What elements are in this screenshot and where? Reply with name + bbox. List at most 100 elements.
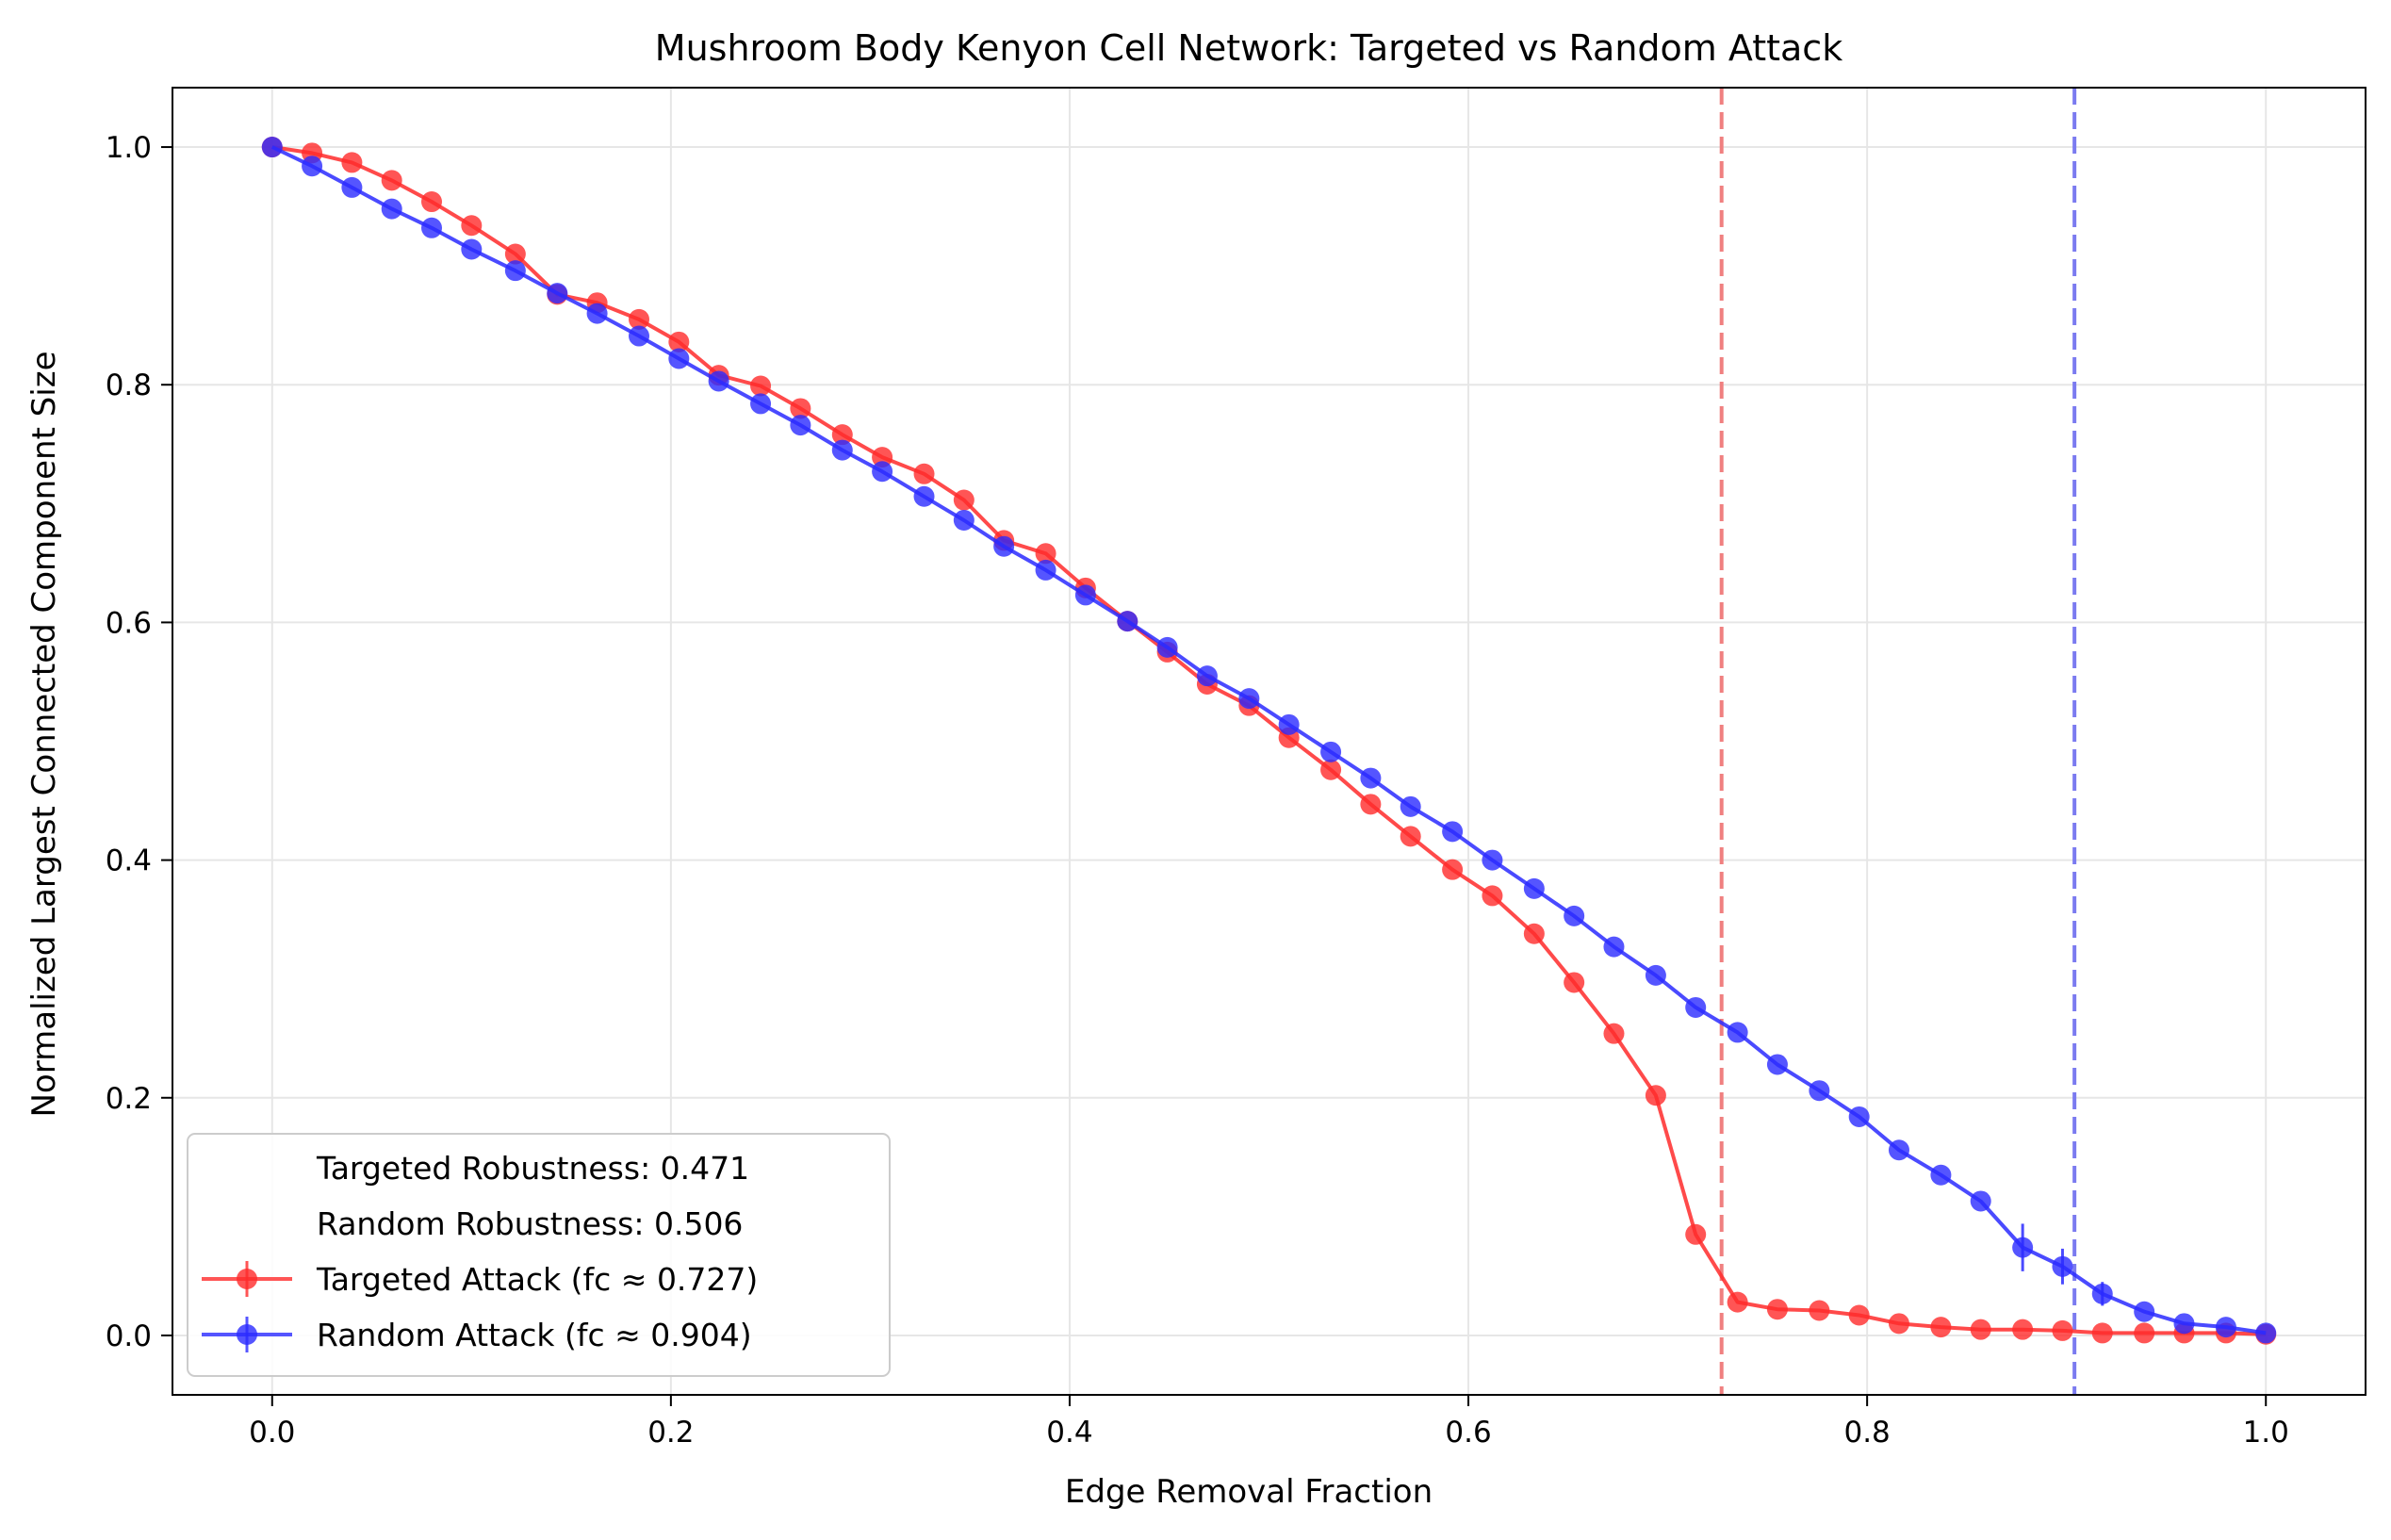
data-point [953,489,974,511]
data-point [1848,1106,1870,1127]
data-point [629,308,650,330]
data-point [668,348,690,369]
data-point [1809,1080,1830,1102]
data-point [1645,964,1666,986]
data-point [461,215,483,237]
data-point [341,176,363,198]
data-point [750,375,772,397]
legend-targeted-marker [202,1261,292,1297]
data-point [2052,1255,2073,1277]
data-point [1685,1223,1707,1245]
data-point [421,217,443,238]
legend-random-marker [202,1317,292,1352]
data-point [302,156,323,177]
data-point [504,260,526,282]
data-point [1482,885,1503,907]
x-tick-label: 0.4 [1046,1416,1092,1450]
y-tick-label: 0.2 [106,1082,152,1116]
data-point [1035,559,1056,581]
data-point [1278,713,1300,735]
data-point [831,439,853,461]
data-point [547,283,568,304]
data-point [913,485,935,507]
data-point [2134,1322,2155,1344]
data-point [1238,688,1260,710]
x-ticks: 0.0 0.2 0.4 0.6 0.8 1.0 [249,1395,2289,1450]
legend-targeted-label: Targeted Attack (fc ≈ 0.727) [316,1261,758,1298]
x-tick-label: 0.6 [1445,1416,1491,1450]
data-point [1685,996,1707,1018]
series-random [261,137,2277,1344]
x-tick-label: 0.2 [647,1416,694,1450]
data-point [381,198,402,220]
data-point [1766,1299,1788,1320]
data-point [790,398,811,419]
series-group [261,137,2277,1345]
data-point [2012,1237,2034,1258]
y-tick-label: 1.0 [106,131,152,165]
data-point [421,191,443,213]
data-point [668,331,690,352]
legend-box [187,1133,891,1377]
data-point [1564,972,1585,993]
data-point [2091,1283,2113,1304]
data-point [1523,923,1545,944]
data-point [461,238,483,260]
data-point [872,461,893,483]
data-point [913,463,935,484]
data-point [1074,584,1096,606]
data-point [1848,1304,1870,1326]
data-point [1523,877,1545,899]
data-point [708,370,729,392]
legend-random-label: Random Attack (fc ≈ 0.904) [317,1317,752,1353]
data-point [1970,1319,1991,1340]
y-tick-label: 0.0 [106,1319,152,1353]
data-point [1727,1291,1748,1313]
y-tick-label: 0.4 [106,844,152,878]
grid [172,88,2366,1395]
data-point [750,393,772,415]
data-point [1603,936,1625,958]
data-point [1360,767,1382,789]
data-point [790,415,811,436]
x-axis-label: Edge Removal Fraction [1065,1473,1433,1511]
data-point [1320,759,1342,780]
data-point [2134,1301,2155,1322]
data-point [1970,1190,1991,1212]
data-point [2091,1322,2113,1344]
data-point [2052,1319,2073,1341]
x-tick-label: 1.0 [2243,1416,2289,1450]
legend-targeted-robustness: Targeted Robustness: 0.471 [316,1150,749,1187]
data-point [1930,1317,1952,1338]
data-point [1400,795,1421,817]
data-point [831,424,853,446]
data-point [1888,1313,1909,1335]
data-point [2215,1317,2236,1338]
data-point [2255,1322,2277,1344]
data-point [1442,821,1464,843]
x-tick-label: 0.8 [1843,1416,1890,1450]
data-point [2012,1319,2034,1340]
data-point [1156,636,1178,658]
legend-random-robustness: Random Robustness: 0.506 [317,1205,743,1242]
data-point [261,137,283,158]
y-ticks: 0.0 0.2 0.4 0.6 0.8 1.0 [106,131,172,1353]
data-point [1888,1139,1909,1161]
data-point [1320,741,1342,762]
plot-frame [172,87,2366,1396]
data-point [629,325,650,347]
data-point [341,152,363,173]
data-point [1117,611,1138,632]
data-point [872,447,893,468]
data-point [1360,794,1382,815]
critical-lines [1719,88,2077,1395]
series-targeted [261,137,2277,1345]
data-point [993,535,1015,557]
data-point [1809,1300,1830,1321]
data-point [1482,849,1503,871]
y-tick-label: 0.8 [106,369,152,402]
data-point [1766,1054,1788,1075]
data-point [1930,1164,1952,1186]
data-point [2173,1313,2195,1335]
